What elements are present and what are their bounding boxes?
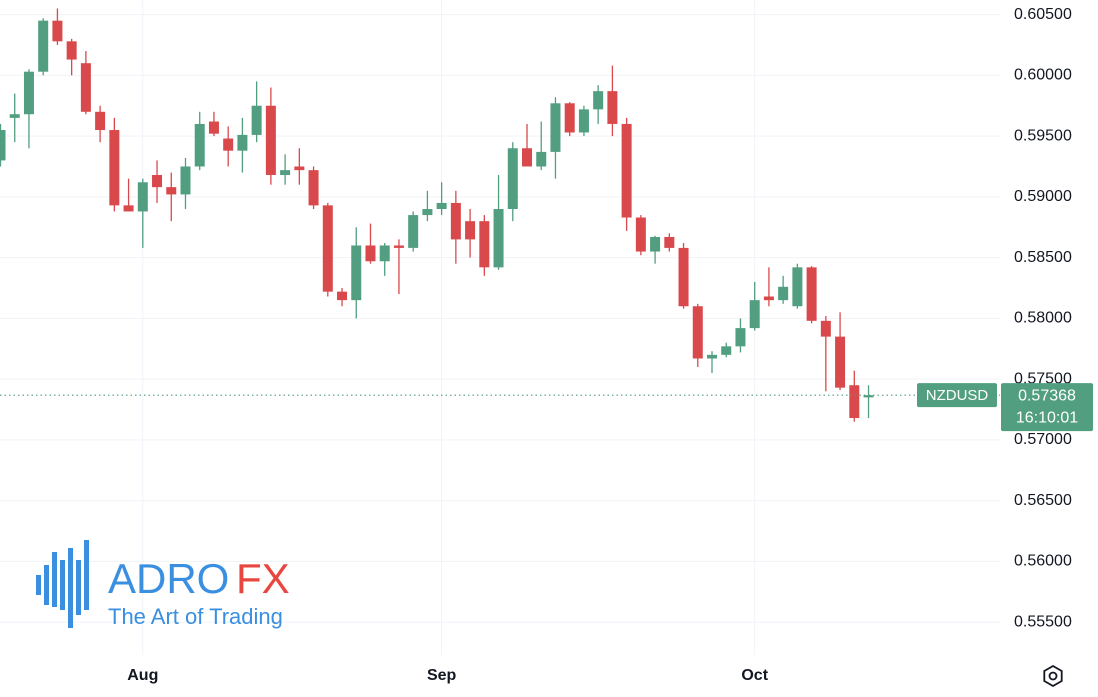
brand-accent: FX bbox=[236, 555, 290, 602]
candle-body bbox=[308, 170, 319, 206]
candle-body bbox=[792, 267, 803, 307]
candle-body bbox=[664, 236, 675, 248]
candle-body bbox=[621, 123, 632, 218]
candle-body bbox=[251, 105, 262, 135]
candle-body bbox=[806, 267, 817, 321]
y-tick-label: 0.56000 bbox=[1014, 553, 1072, 570]
y-tick-label: 0.57000 bbox=[1014, 431, 1072, 448]
symbol-label: NZDUSD bbox=[926, 387, 989, 404]
y-tick-label: 0.58000 bbox=[1014, 310, 1072, 327]
y-tick-label: 0.59000 bbox=[1014, 188, 1072, 205]
y-tick-label: 0.55500 bbox=[1014, 613, 1072, 630]
candle-body bbox=[322, 205, 333, 292]
candle-body bbox=[593, 91, 604, 110]
candle-body bbox=[294, 166, 305, 171]
y-tick-label: 0.59500 bbox=[1014, 127, 1072, 144]
candle-body bbox=[280, 170, 291, 175]
candle-body bbox=[650, 236, 661, 252]
y-tick-label: 0.57500 bbox=[1014, 370, 1072, 387]
candle-body bbox=[778, 286, 789, 301]
candle-body bbox=[465, 221, 476, 240]
candle-body bbox=[507, 148, 518, 210]
candle-body bbox=[763, 296, 774, 301]
candle-body bbox=[735, 328, 746, 347]
x-tick-label: Aug bbox=[127, 667, 158, 684]
candle-body bbox=[422, 209, 433, 216]
candle-body bbox=[66, 41, 77, 60]
candle-body bbox=[95, 111, 106, 131]
countdown-label: 16:10:01 bbox=[1016, 409, 1078, 426]
candle-body bbox=[536, 151, 547, 167]
candle-body bbox=[450, 202, 461, 240]
candle-body bbox=[80, 63, 91, 112]
candle-body bbox=[351, 245, 362, 301]
candle-body bbox=[635, 217, 646, 252]
candles bbox=[0, 8, 1000, 422]
candle-body bbox=[578, 109, 589, 133]
candle-body bbox=[52, 20, 63, 42]
candle-body bbox=[863, 395, 874, 398]
candle-body bbox=[835, 336, 846, 388]
candle-body bbox=[408, 215, 419, 248]
last-price-label: 0.57368 bbox=[1018, 387, 1076, 404]
candle-body bbox=[607, 91, 618, 124]
y-tick-label: 0.58500 bbox=[1014, 249, 1072, 266]
candle-body bbox=[393, 245, 404, 248]
candle-body bbox=[436, 202, 447, 210]
candle-body bbox=[38, 20, 49, 72]
candle-body bbox=[721, 346, 732, 355]
candle-body bbox=[265, 105, 276, 175]
symbol-badge bbox=[917, 383, 997, 408]
candle-body bbox=[223, 138, 234, 151]
brand: ADRO bbox=[108, 555, 229, 602]
candle-body bbox=[379, 245, 390, 262]
candle-body bbox=[137, 182, 148, 212]
candle-body bbox=[707, 354, 717, 359]
x-tick-label: Sep bbox=[427, 667, 457, 684]
y-axis: 0.60500 0.60000 0.59500 0.59000 0.58500 0.580… bbox=[127, 6, 1093, 684]
candle-body bbox=[749, 300, 760, 329]
logo-icon bbox=[36, 540, 89, 628]
candle-body bbox=[365, 245, 376, 262]
candle-body bbox=[820, 320, 831, 337]
candle-body bbox=[678, 247, 689, 307]
x-tick-label: Oct bbox=[741, 667, 768, 684]
candle-body bbox=[522, 148, 533, 167]
settings-icon[interactable] bbox=[1043, 664, 1063, 688]
tagline: The Art of Trading bbox=[108, 604, 283, 629]
candle-body bbox=[152, 174, 163, 188]
candle-body bbox=[166, 187, 177, 195]
candle-body bbox=[9, 114, 20, 118]
candle-body bbox=[194, 123, 205, 167]
y-tick-label: 0.56500 bbox=[1014, 492, 1072, 509]
y-tick-label: 0.60500 bbox=[1014, 6, 1072, 23]
candle-body bbox=[564, 103, 575, 133]
candle-body bbox=[0, 130, 6, 161]
candle-body bbox=[180, 166, 191, 195]
candle-body bbox=[479, 221, 490, 268]
candle-body bbox=[849, 385, 860, 419]
candle-body bbox=[237, 134, 248, 151]
candle-body bbox=[123, 205, 134, 212]
candle-body bbox=[109, 130, 120, 206]
candle-body bbox=[493, 209, 504, 268]
candle-body bbox=[550, 103, 561, 152]
candle-body bbox=[337, 291, 348, 301]
candle-body bbox=[692, 306, 703, 359]
candle-body bbox=[208, 121, 219, 134]
watermark: ADRO FX The Art of Trading bbox=[36, 540, 290, 629]
price-badge bbox=[1001, 383, 1093, 432]
y-tick-label: 0.60000 bbox=[1014, 67, 1072, 84]
candle-body bbox=[23, 71, 34, 115]
